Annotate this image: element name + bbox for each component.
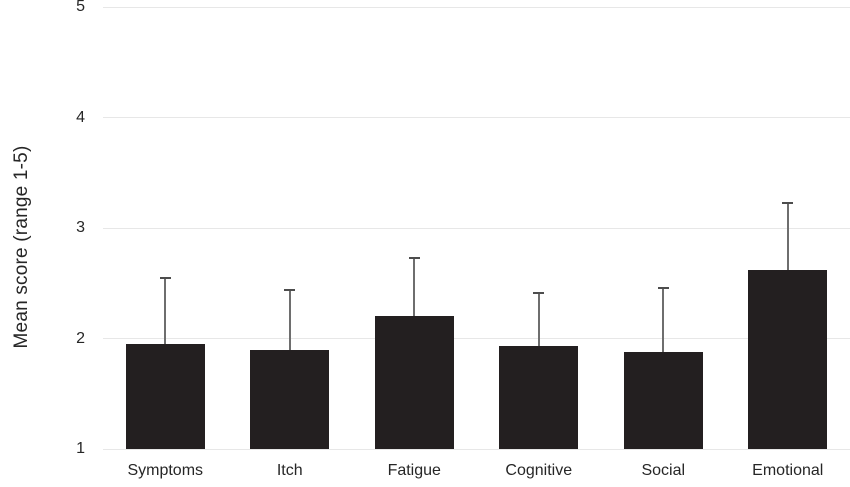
y-tick-label: 2 [76,329,85,347]
error-bar-cap [408,256,420,259]
error-bar-line [413,257,416,317]
error-bar-line [537,293,540,347]
bar-itch [250,349,330,449]
y-tick-label: 4 [76,108,85,126]
error-bar-line [164,277,167,345]
error-bar-cap [159,276,171,279]
bar-fatigue [374,316,454,449]
gridline-4 [103,117,850,118]
bar-social [623,351,703,449]
error-bar-cap [284,288,296,291]
x-axis-label: Emotional [752,462,824,479]
x-axis-label: Symptoms [127,462,204,479]
gridline-2 [103,338,850,339]
y-tick-label: 5 [76,0,85,15]
x-axis-label: Cognitive [505,462,573,479]
error-bar-line [662,287,665,352]
error-bar-line [786,202,789,270]
error-bar-cap [782,201,794,204]
error-bar-line [288,289,291,350]
error-bar-cap [657,286,669,289]
x-axis-label: Social [641,462,686,479]
gridline-1 [103,448,850,450]
x-axis-label: Fatigue [387,462,441,479]
bar-symptoms [125,344,205,449]
bar-cognitive [499,346,579,449]
x-axis-label: Itch [276,462,303,479]
y-tick-label: 1 [76,440,85,457]
error-bar-cap [533,292,545,295]
y-tick-label: 3 [76,219,85,236]
y-axis-title: Mean score (range 1-5) [11,145,32,349]
gridline-5 [103,6,850,8]
gridline-3 [103,227,850,229]
bar-emotional [748,269,828,449]
